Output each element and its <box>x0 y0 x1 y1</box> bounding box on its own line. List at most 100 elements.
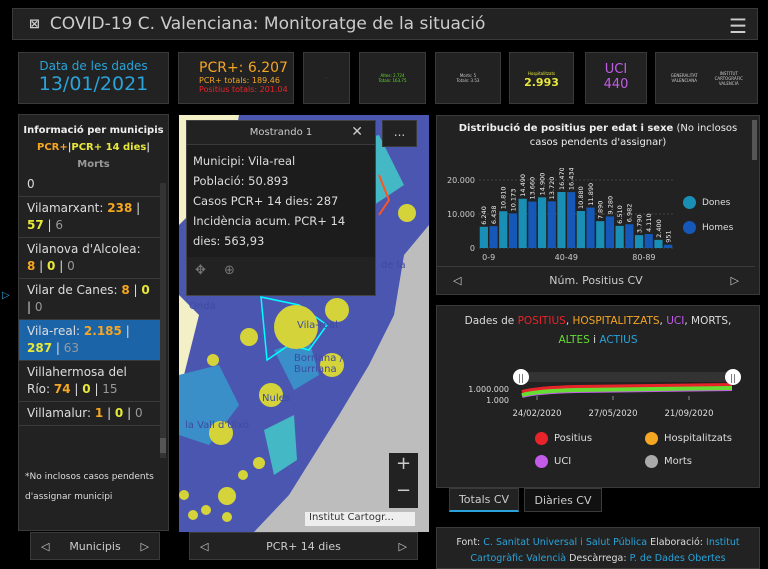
desc-link[interactable]: P. de Dades Obertes <box>629 553 726 564</box>
title-part: HOSPITALITZATS <box>572 315 660 327</box>
bar <box>537 197 547 248</box>
title-part: POSITIUS <box>517 315 566 327</box>
prev-icon[interactable]: ◁ <box>41 539 50 553</box>
uci-value: 440 <box>603 77 629 92</box>
range-handle[interactable] <box>513 369 529 385</box>
nav-label: Municipis <box>69 539 121 553</box>
range-handle[interactable] <box>725 369 741 385</box>
popup-line: Població: 50.893 <box>193 174 289 188</box>
timeseries-chart[interactable]: 1.000.000 1.000 24/02/2020 27/05/2020 21/09/… <box>437 366 757 424</box>
legend-swatch <box>683 196 696 209</box>
legend-swatch <box>535 432 548 445</box>
pcr-card: PCR+: 6.207 PCR+ totals: 189.46 Positius… <box>178 52 294 104</box>
series-line <box>521 383 733 394</box>
zoom-to-icon[interactable]: ⊕ <box>224 263 235 278</box>
list-item[interactable]: Vilamarxant: 238 | 57 | 6 <box>19 197 160 238</box>
data-label: 4.110 <box>645 213 653 232</box>
data-label: 14.490 <box>519 174 527 197</box>
scrollbar-thumb[interactable] <box>160 438 166 453</box>
prev-icon[interactable]: ◁ <box>453 274 462 287</box>
bar <box>625 224 634 248</box>
handle-grip-icon: || <box>518 374 524 384</box>
data-label: 6.982 <box>626 204 634 223</box>
elab-label: Elaboració: <box>650 537 703 548</box>
title-part: ACTIUS <box>599 334 638 346</box>
next-icon[interactable]: ▷ <box>140 539 149 553</box>
desc-label: Descàrrega: <box>569 553 627 564</box>
municipi-name: Vilar de Canes: <box>27 283 118 297</box>
prev-icon[interactable]: ◁ <box>200 539 209 553</box>
pcr-value: 74 <box>53 382 71 396</box>
place-label: Vila-real <box>297 320 338 331</box>
close-icon[interactable]: ✕ <box>351 124 363 140</box>
municipis-list[interactable]: 0 Vilamarxant: 238 | 57 | 6 Vilanova d'Al… <box>19 177 160 457</box>
tab-diaries-cv[interactable]: Diàries CV <box>524 488 602 512</box>
popup-header: Mostrando 1 ✕ <box>187 121 375 145</box>
zoom-in-button[interactable]: + <box>395 453 412 474</box>
bar <box>557 192 566 248</box>
more-button[interactable]: ... <box>382 120 417 147</box>
morts-value: 63 <box>63 341 80 355</box>
list-item[interactable]: Vilar de Canes: 8 | 0 | 0 <box>19 279 160 320</box>
place-label: la Vall d'Uixó <box>185 420 249 431</box>
list-item[interactable]: Vilanova d'Alcolea: 8 | 0 | 0 <box>19 238 160 279</box>
hamburger-icon[interactable]: ☰ <box>729 14 747 38</box>
list-item[interactable]: Villamalur: 1 | 0 | 0 <box>19 402 160 426</box>
morts-value: 0 <box>34 300 43 314</box>
tab-totals-cv[interactable]: Totals CV <box>449 488 519 512</box>
bar <box>489 226 498 248</box>
morts-totals: Totals: 3.53 <box>456 78 480 83</box>
data-label: 13.660 <box>529 177 537 200</box>
gva-logo: GENERALITAT VALENCIANA <box>670 73 698 83</box>
scrollbar[interactable] <box>752 120 757 160</box>
list-item[interactable]: Vila-real: 2.185 | 287 | 63 <box>19 320 160 361</box>
list-item[interactable]: 0 <box>19 177 160 197</box>
positius-totals: Positius totals: 201.04 <box>199 85 288 94</box>
date-label: Data de les dades <box>39 59 148 73</box>
x-tick-label: 0-9 <box>482 253 495 262</box>
scrollbar[interactable] <box>160 183 166 458</box>
municipi-name: Vila-real: <box>27 324 81 338</box>
popup-line: Incidència acum. PCR+ 14 dies: 563,93 <box>193 214 346 248</box>
source-panel: Font: C. Sanitat Universal i Salut Públi… <box>436 527 760 569</box>
data-label: 3.790 <box>635 215 643 234</box>
app-title: COVID-19 C. Valenciana: Monitoratge de l… <box>49 14 486 34</box>
title-part: i <box>589 334 600 346</box>
x-tick-label: 21/09/2020 <box>665 409 714 419</box>
map-attribution[interactable]: Institut Cartogr... <box>305 512 415 526</box>
next-icon[interactable]: ▷ <box>398 539 407 553</box>
data-label: 9.280 <box>606 196 614 215</box>
bar <box>664 244 673 248</box>
title-part: MORTS <box>691 315 728 327</box>
data-label: 10.173 <box>509 189 517 212</box>
pcr14-value: 0 <box>47 259 56 273</box>
title-part: Dades de <box>464 315 518 327</box>
pcr-value: 1 <box>94 406 104 420</box>
source-link[interactable]: C. Sanitat Universal i Salut Pública <box>483 537 648 548</box>
side-expand-icon[interactable]: ▷ <box>2 290 10 301</box>
bar <box>499 211 508 248</box>
zoom-out-button[interactable]: − <box>395 480 412 501</box>
municipi-name: Vilanova d'Alcolea: <box>27 242 141 256</box>
logos-card: GENERALITAT VALENCIANA INSTITUT CARTOGRÀ… <box>655 52 758 104</box>
altes-totals: Totals: 163.75 <box>378 78 407 83</box>
handle-grip-icon: || <box>730 374 736 384</box>
place-label: Onda <box>189 301 216 312</box>
next-icon[interactable]: ▷ <box>730 274 739 287</box>
place-label: Borriana / Burriana <box>294 353 343 375</box>
list-item[interactable]: Villahermosa del Río: 74 | 0 | 15 <box>19 361 160 402</box>
legend-swatch <box>535 455 548 468</box>
move-icon[interactable]: ✥ <box>195 263 206 278</box>
nav-label: PCR+ 14 dies <box>266 539 341 553</box>
age-legend: Dones Homes <box>683 196 733 234</box>
place-label: Nules <box>262 393 290 404</box>
y-tick-label: 10.000 <box>447 210 475 219</box>
bar <box>615 225 624 248</box>
x-tick-label: 80-89 <box>632 253 655 262</box>
popup-content: Municipi: Vila-real Població: 50.893 Cas… <box>187 145 375 257</box>
elab-link[interactable]: Institut Cartogràfic Valencià <box>470 537 740 564</box>
municipi-name: Villamalur: <box>27 406 92 420</box>
legend-label: Homes <box>702 222 734 233</box>
pcr14-value: 287 <box>27 341 53 355</box>
popup-title: Mostrando 1 <box>249 127 313 138</box>
